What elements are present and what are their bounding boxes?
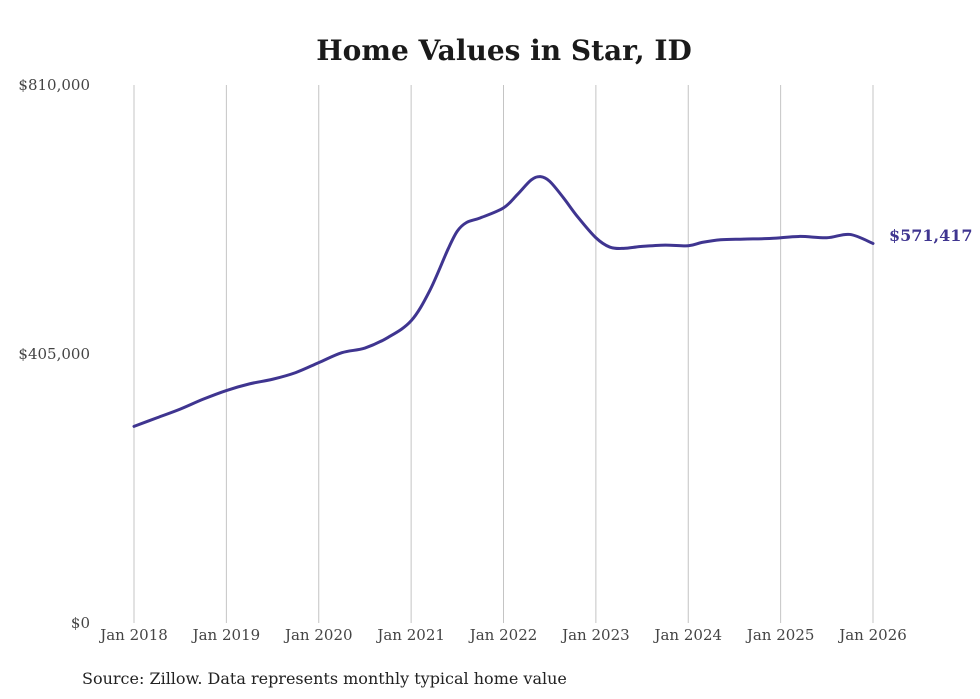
data-point bbox=[132, 425, 136, 428]
y-tick-label: $405,000 bbox=[18, 345, 90, 363]
data-point bbox=[202, 397, 205, 401]
data-point bbox=[576, 215, 579, 218]
data-point bbox=[446, 247, 450, 251]
data-point bbox=[271, 378, 274, 381]
data-point bbox=[797, 235, 801, 238]
y-tick-label: $0 bbox=[71, 614, 90, 632]
data-point bbox=[700, 241, 704, 244]
data-point bbox=[317, 361, 320, 364]
data-point bbox=[594, 236, 598, 239]
x-tick-label: Jan 2024 bbox=[652, 626, 722, 644]
data-point bbox=[742, 237, 745, 241]
data-point bbox=[548, 180, 551, 183]
y-axis-ticks: $0 $405,000 $810,000 bbox=[18, 76, 90, 632]
data-point bbox=[248, 382, 251, 386]
data-point bbox=[465, 221, 468, 224]
data-point bbox=[622, 247, 625, 250]
data-point bbox=[363, 346, 367, 350]
x-tick-label: Jan 2026 bbox=[837, 626, 907, 644]
x-tick-label: Jan 2018 bbox=[98, 626, 168, 644]
data-point bbox=[428, 289, 431, 293]
data-point bbox=[178, 407, 182, 411]
data-point bbox=[340, 351, 344, 354]
x-tick-label: Jan 2021 bbox=[375, 626, 445, 644]
data-point bbox=[516, 193, 519, 196]
data-point bbox=[409, 319, 413, 322]
data-point bbox=[562, 196, 565, 200]
data-point bbox=[502, 206, 505, 210]
data-point bbox=[456, 229, 459, 233]
data-point bbox=[155, 416, 159, 419]
data-point bbox=[530, 178, 533, 182]
data-point bbox=[640, 245, 644, 248]
gridlines bbox=[133, 85, 874, 623]
x-tick-label: Jan 2023 bbox=[560, 626, 630, 644]
source-note: Source: Zillow. Data represents monthly … bbox=[82, 669, 567, 688]
x-tick-label: Jan 2022 bbox=[468, 626, 538, 644]
data-point bbox=[225, 389, 228, 392]
x-tick-label: Jan 2020 bbox=[283, 626, 353, 644]
x-tick-label: Jan 2019 bbox=[191, 626, 261, 644]
series-layer bbox=[132, 175, 875, 428]
data-point bbox=[687, 244, 690, 247]
data-point bbox=[719, 238, 722, 241]
x-axis-ticks: Jan 2018 Jan 2019 Jan 2020 Jan 2021 Jan 2022… bbox=[98, 626, 907, 644]
end-value-label: $571,417 bbox=[889, 226, 973, 245]
data-point bbox=[386, 336, 390, 339]
data-point bbox=[848, 233, 852, 236]
data-point bbox=[770, 237, 773, 240]
data-point bbox=[825, 236, 829, 239]
data-point bbox=[539, 175, 542, 178]
data-point bbox=[479, 216, 482, 220]
x-tick-label: Jan 2025 bbox=[745, 626, 815, 644]
data-point bbox=[663, 243, 667, 247]
data-point bbox=[871, 242, 875, 245]
chart-title: Home Values in Star, ID bbox=[316, 34, 692, 67]
data-point bbox=[294, 371, 297, 374]
y-tick-label: $810,000 bbox=[18, 76, 90, 94]
data-point bbox=[608, 245, 611, 249]
